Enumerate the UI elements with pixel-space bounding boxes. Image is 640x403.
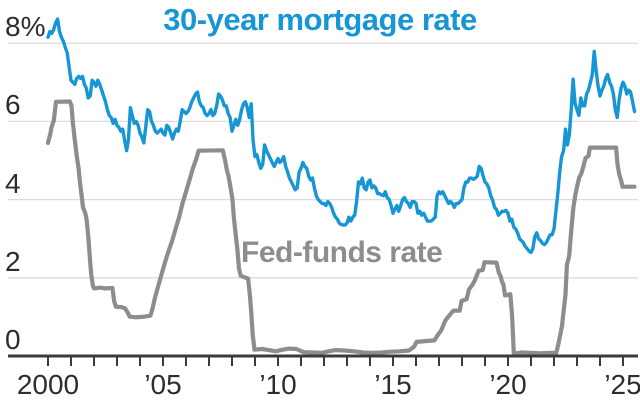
x-axis-label: 2000 [16,369,80,400]
y-axis-label: 2 [5,246,21,277]
chart-title: 30-year mortgage rate [163,2,477,37]
fed-funds-line [45,99,637,356]
y-axis-label: 0 [5,324,21,355]
y-axis-label: 4 [5,168,21,199]
x-axis-label: ’05 [144,369,182,400]
y-axis-label: 6 [5,89,21,120]
y-axis-label: 8% [5,11,46,42]
x-axis-label: ’10 [259,369,297,400]
x-axis-label: ’20 [489,369,527,400]
x-axis-label: ’25 [604,369,640,400]
x-axis-label: ’15 [374,369,412,400]
mortgage-rate-line [46,17,637,255]
fed-funds-label: Fed-funds rate [241,236,443,269]
